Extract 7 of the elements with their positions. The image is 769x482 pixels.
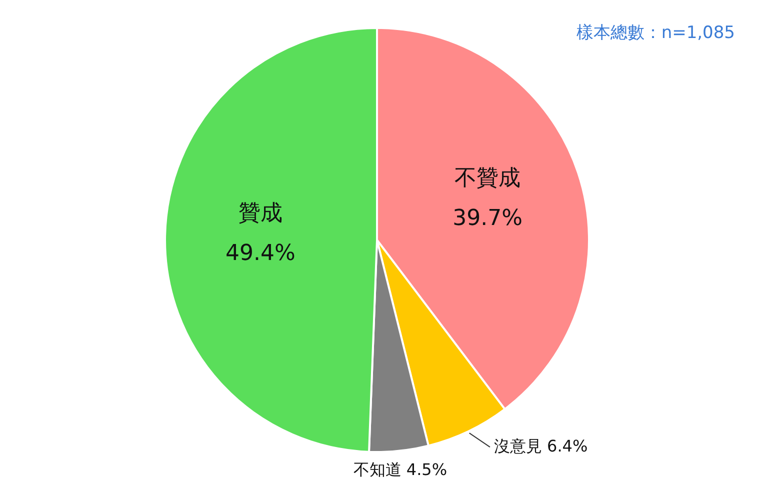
data-label: 49.4% (225, 240, 296, 266)
slice-label: 沒意見 6.4% (494, 436, 588, 456)
slice-label: 不知道 4.5% (353, 460, 448, 480)
slice-label: 不贊成 (454, 166, 521, 191)
text: 樣本總數：n=1,085 (576, 23, 735, 43)
data-label: 39.7% (452, 206, 522, 231)
slice-label: 贊成 (238, 200, 282, 226)
